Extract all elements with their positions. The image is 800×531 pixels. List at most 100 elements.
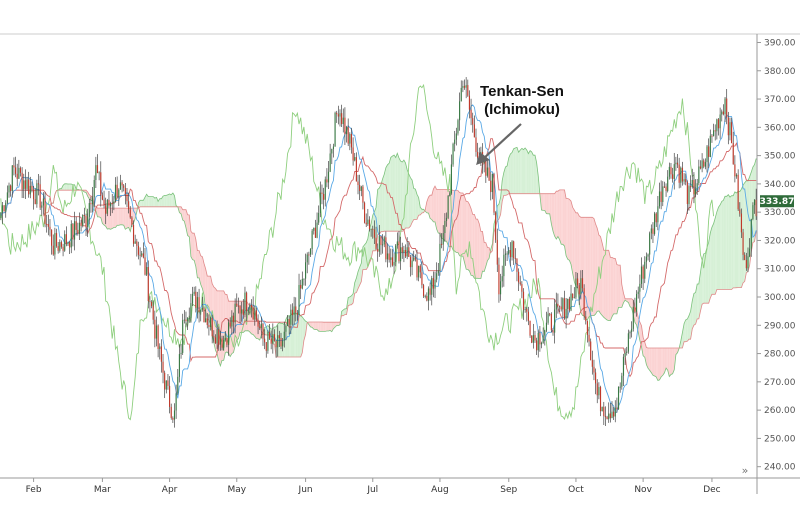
candle-body [231,315,233,327]
candle-body [54,233,56,255]
cloud-segment [461,192,463,257]
candle [39,175,41,211]
candle [750,218,752,257]
candle-body [72,223,74,240]
candle [108,190,110,208]
cloud-segment [145,194,147,207]
candle [655,212,657,228]
annotation-line-1: Tenkan-Sen [480,83,564,100]
candle-body [126,194,128,202]
candle-body [167,380,169,386]
cloud-segment [159,198,162,207]
x-tick-label: May [227,485,246,495]
cloud-segment [556,191,558,240]
candle [8,182,10,198]
candle [691,168,693,189]
cloud-segment [595,223,598,315]
candle [722,104,724,116]
candle-body [406,247,408,257]
cloud-segment [369,223,372,263]
candle [128,192,130,214]
candle [747,247,749,273]
candle [396,232,398,249]
candle-body [437,270,439,274]
candle-body [62,246,64,251]
candle-body [214,337,217,344]
candle [106,198,108,217]
candle [352,137,354,166]
candle [501,265,503,288]
candle [577,272,579,289]
candle [82,214,84,228]
cloud-segment [554,191,557,240]
cloud-segment [689,311,691,340]
x-tick-label: Nov [634,485,652,495]
candle [280,332,282,349]
candle [80,219,82,232]
candle [454,130,456,152]
candle-body [624,352,626,357]
candle [606,415,608,420]
candle [642,264,644,290]
candle [742,228,744,261]
cloud-segment [559,189,562,245]
candle-body [672,174,674,179]
candle-body [737,174,739,210]
candle [326,168,328,188]
cloud-segment [561,189,563,245]
candle [419,264,421,279]
candle [755,188,757,220]
candle-body [105,205,107,214]
candle-body [51,229,53,246]
candle [118,188,120,207]
cloud-segment [415,189,418,220]
candle-body [752,205,754,220]
cloud-segment [630,298,632,309]
candle-body [154,319,156,339]
candle-body [160,346,162,362]
candle-body [654,213,656,234]
candle [590,338,592,361]
cloud-segment [708,232,711,304]
cloud-segment [421,209,424,214]
candle-body [55,233,58,247]
candle-body [144,257,146,275]
candle [414,254,416,262]
cloud-segment [523,147,526,194]
cloud-segment [710,227,712,299]
candle [598,382,600,400]
cloud-segment [574,210,576,287]
candle-body [254,310,256,320]
candle [539,325,541,352]
candle-body [44,198,46,224]
candle-body [205,318,207,323]
candle-body [288,318,290,325]
cloud-segment [587,217,590,320]
cloud-segment [169,193,172,207]
cloud-segment [713,217,716,295]
candle-body [101,195,103,200]
candle [77,222,79,236]
scroll-right-button[interactable]: » [742,464,749,477]
candle-body [226,338,228,345]
candle-body [96,165,99,174]
candle [18,159,20,179]
candle-body [121,182,123,186]
candle-body [213,336,215,338]
candle [408,241,410,258]
candle [685,173,687,186]
candle-body [95,165,97,180]
cloud-segment [508,153,511,194]
cloud-segment [140,200,142,207]
candle [694,179,697,198]
cloud-segment [313,321,316,330]
candle-body [373,229,375,238]
candle-body [511,241,513,258]
candle [160,339,162,373]
candle-body [753,199,756,206]
cloud-segment [117,208,119,226]
candle-body [242,309,244,315]
candle-body [459,101,461,121]
candle-body [170,406,172,418]
cloud-segment [97,208,100,217]
